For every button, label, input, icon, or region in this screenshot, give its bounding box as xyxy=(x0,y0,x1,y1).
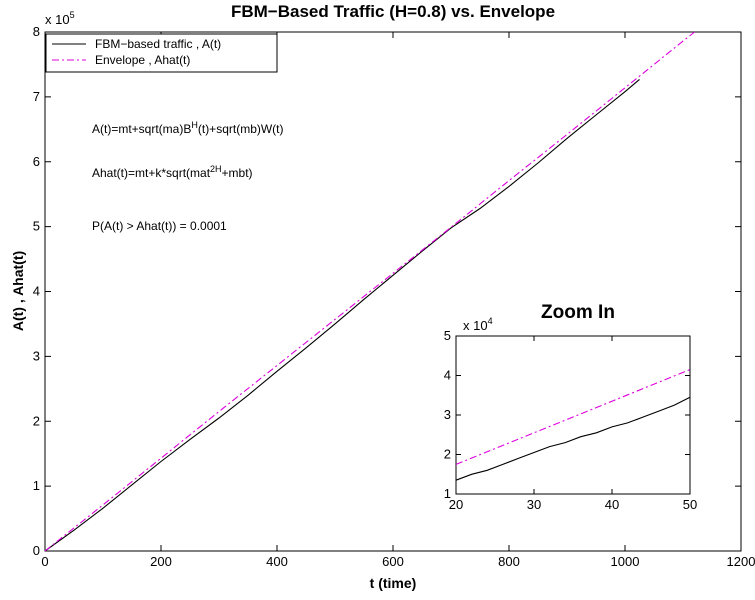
y-tick-label: 6 xyxy=(33,154,40,169)
x-tick-label: 1200 xyxy=(727,554,755,569)
y-tick-label: 0 xyxy=(33,543,40,558)
inset-y-tick-label: 3 xyxy=(444,407,451,422)
envelope-line xyxy=(44,31,695,552)
legend-entry-1: FBM−based traffic , A(t) xyxy=(95,37,221,51)
inset-x-tick-label: 50 xyxy=(683,497,697,512)
annotation-3: P(A(t) > Ahat(t)) = 0.0001 xyxy=(92,219,227,233)
y-tick-label: 3 xyxy=(33,348,40,363)
y-tick-label: 5 xyxy=(33,219,40,234)
inset-y-tick-label: 1 xyxy=(444,486,451,501)
y-tick-label: 4 xyxy=(33,284,40,299)
inset-title: Zoom In xyxy=(541,302,615,323)
x-tick-label: 1000 xyxy=(611,554,640,569)
y-axis-label: A(t) , Ahat(t) xyxy=(10,251,26,331)
y-tick-label: 1 xyxy=(33,478,40,493)
x-tick-label: 0 xyxy=(41,554,48,569)
inset-traffic-line xyxy=(455,396,691,481)
inset-y-tick-label: 5 xyxy=(444,328,451,343)
legend-entry-2: Envelope , Ahat(t) xyxy=(95,53,190,67)
inset-envelope-line xyxy=(455,369,691,465)
y-tick-label: 8 xyxy=(33,24,40,39)
traffic-line xyxy=(44,78,640,552)
x-tick-label: 200 xyxy=(150,554,172,569)
inset-x-tick-label: 40 xyxy=(605,497,619,512)
x-tick-label: 600 xyxy=(382,554,404,569)
chart-title: FBM−Based Traffic (H=0.8) vs. Envelope xyxy=(231,2,555,21)
inset-y-tick-label: 2 xyxy=(444,447,451,462)
y-tick-label: 7 xyxy=(33,89,40,104)
y-tick-label: 2 xyxy=(33,413,40,428)
inset-x-tick-label: 30 xyxy=(527,497,541,512)
x-tick-label: 800 xyxy=(498,554,520,569)
x-axis-label: t (time) xyxy=(370,575,417,591)
annotation-1: A(t)=mt+sqrt(ma)BH(t)+sqrt(mb)W(t) xyxy=(92,120,284,136)
legend: FBM−based traffic , A(t) Envelope , Ahat(… xyxy=(45,33,278,73)
inset-plot-background xyxy=(456,336,690,494)
inset-y-tick-label: 4 xyxy=(444,368,451,383)
inset-x-tick-label: 20 xyxy=(449,497,463,512)
y-axis-multiplier: x 105 xyxy=(45,10,75,27)
x-tick-label: 400 xyxy=(266,554,288,569)
inset-y-axis-multiplier: x 104 xyxy=(463,316,493,333)
annotation-2: Ahat(t)=mt+k*sqrt(mat2H+mbt) xyxy=(92,164,253,180)
legend-box xyxy=(45,33,278,73)
